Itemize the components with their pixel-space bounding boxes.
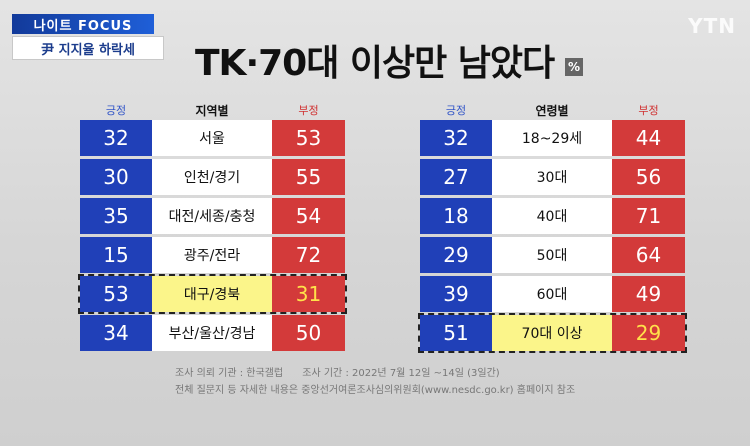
negative-value: 29 [612, 315, 685, 351]
region-label: 부산/울산/경남 [152, 315, 272, 351]
table-row-highlighted: 51 70대 이상 29 [418, 313, 687, 353]
table-row: 34 부산/울산/경남 50 [80, 315, 345, 351]
negative-header: 부정 [298, 104, 319, 117]
positive-value: 32 [80, 120, 152, 156]
headline-title: TK·70대 이상만 남았다 [195, 43, 555, 84]
positive-header: 긍정 [105, 104, 127, 117]
positive-value: 32 [420, 120, 492, 156]
positive-value: 51 [420, 315, 492, 351]
region-label: 대전/세종/충청 [152, 198, 272, 234]
positive-value: 30 [80, 159, 152, 195]
program-badge: 나이트 FOCUS [12, 14, 154, 34]
region-table: 긍정 지역별 부정 32 서울 53 30 인천/경기 55 35 대전/세종/… [78, 102, 347, 354]
region-label: 대구/경북 [152, 276, 272, 312]
survey-info-line: 조사 의뢰 기관 : 한국갤럽 조사 기간 : 2022년 7월 12일 ~14… [175, 365, 575, 382]
region-table-header: 긍정 지역별 부정 [80, 102, 345, 120]
positive-value: 53 [80, 276, 152, 312]
age-table: 긍정 연령별 부정 32 18~29세 44 27 30대 56 18 40대 … [418, 102, 687, 354]
survey-notes: 조사 의뢰 기관 : 한국갤럽 조사 기간 : 2022년 7월 12일 ~14… [175, 365, 575, 399]
age-label: 60대 [492, 276, 612, 312]
negative-header: 부정 [638, 104, 659, 117]
age-label: 18~29세 [492, 120, 612, 156]
survey-org: 조사 의뢰 기관 : 한국갤럽 [175, 368, 284, 379]
table-row: 30 인천/경기 55 [80, 159, 345, 195]
table-row: 15 광주/전라 72 [80, 237, 345, 273]
positive-value: 35 [80, 198, 152, 234]
negative-value: 54 [272, 198, 345, 234]
table-row: 29 50대 64 [420, 237, 685, 273]
region-label: 인천/경기 [152, 159, 272, 195]
region-label: 서울 [152, 120, 272, 156]
survey-period: 조사 기간 : 2022년 7월 12일 ~14일 (3일간) [302, 368, 500, 379]
table-row-highlighted: 53 대구/경북 31 [78, 274, 347, 314]
positive-value: 39 [420, 276, 492, 312]
category-header: 지역별 [195, 104, 229, 118]
negative-value: 71 [612, 198, 685, 234]
channel-logo: YTN [688, 14, 736, 38]
negative-value: 49 [612, 276, 685, 312]
category-header: 연령별 [535, 104, 569, 118]
table-row: 32 서울 53 [80, 120, 345, 156]
positive-value: 29 [420, 237, 492, 273]
table-row: 39 60대 49 [420, 276, 685, 312]
table-row: 35 대전/세종/충청 54 [80, 198, 345, 234]
age-label: 70대 이상 [492, 315, 612, 351]
negative-value: 56 [612, 159, 685, 195]
negative-value: 72 [272, 237, 345, 273]
negative-value: 31 [272, 276, 345, 312]
positive-header: 긍정 [445, 104, 467, 117]
negative-value: 53 [272, 120, 345, 156]
negative-value: 64 [612, 237, 685, 273]
unit-badge: % [565, 58, 583, 76]
positive-value: 27 [420, 159, 492, 195]
survey-reference: 전체 질문지 등 자세한 내용은 중앙선거여론조사심의위원회(www.nesdc… [175, 385, 576, 396]
negative-value: 50 [272, 315, 345, 351]
age-label: 40대 [492, 198, 612, 234]
negative-value: 44 [612, 120, 685, 156]
negative-value: 55 [272, 159, 345, 195]
program-subtitle-badge: 尹 지지율 하락세 [12, 36, 164, 60]
age-label: 50대 [492, 237, 612, 273]
table-row: 18 40대 71 [420, 198, 685, 234]
table-row: 32 18~29세 44 [420, 120, 685, 156]
positive-value: 15 [80, 237, 152, 273]
age-label: 30대 [492, 159, 612, 195]
positive-value: 18 [420, 198, 492, 234]
age-table-header: 긍정 연령별 부정 [420, 102, 685, 120]
region-label: 광주/전라 [152, 237, 272, 273]
positive-value: 34 [80, 315, 152, 351]
table-row: 27 30대 56 [420, 159, 685, 195]
